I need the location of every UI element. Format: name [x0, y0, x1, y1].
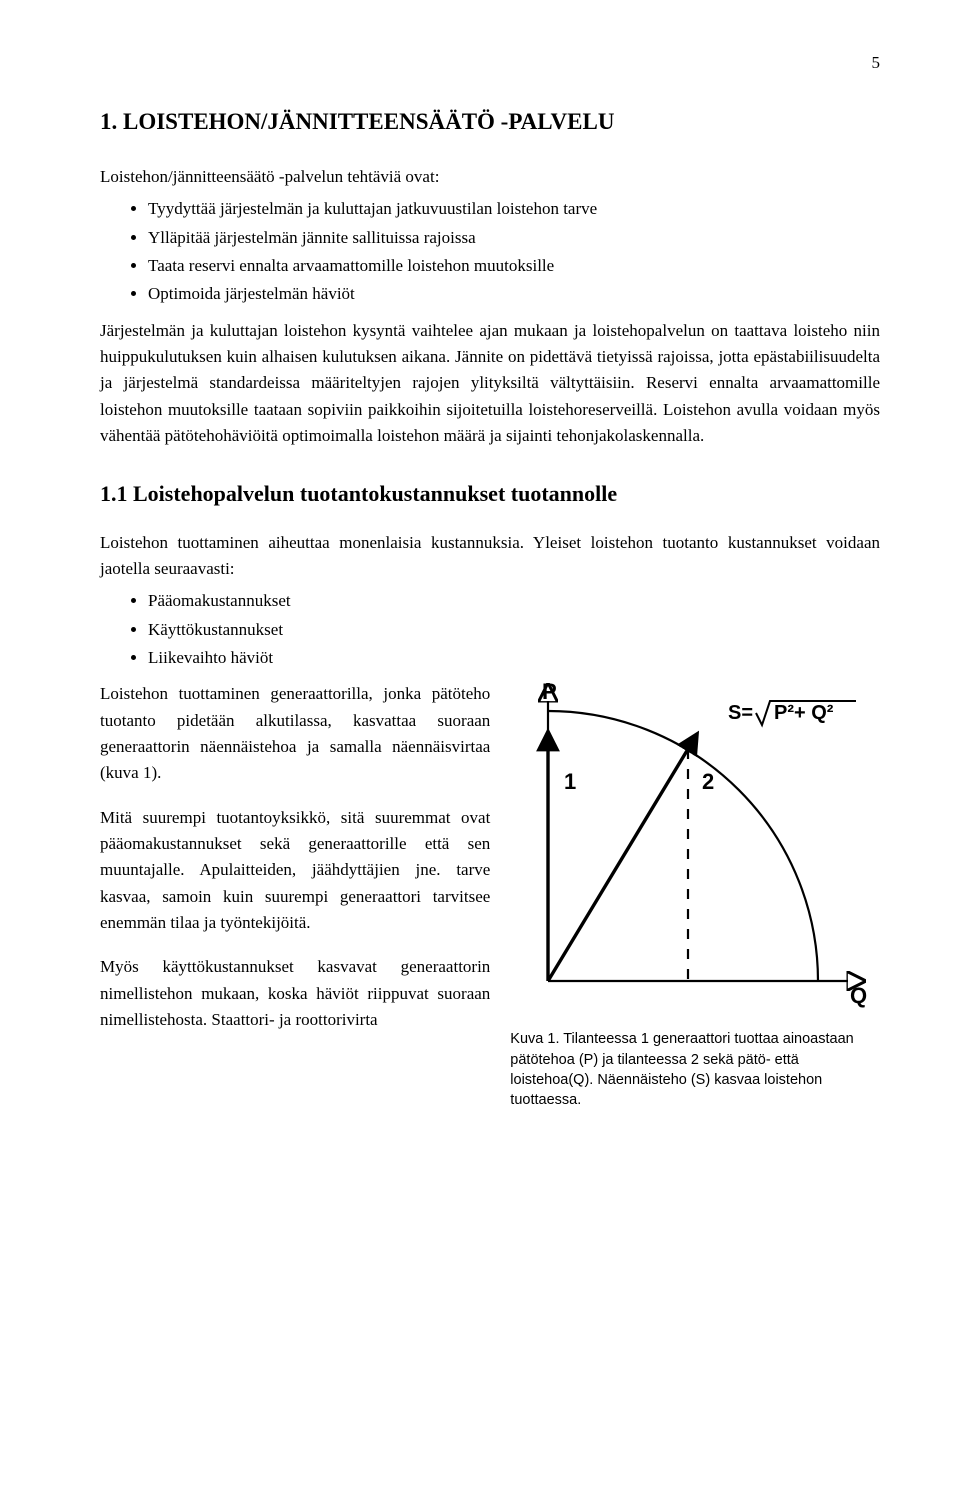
list-item: Optimoida järjestelmän häviöt — [148, 281, 880, 307]
list-item: Ylläpitää järjestelmän jännite sallituis… — [148, 225, 880, 251]
list-item: Pääomakustannukset — [148, 588, 880, 614]
column-paragraph: Mitä suurempi tuotantoyksikkö, sitä suur… — [100, 805, 490, 937]
svg-text:P: P — [542, 681, 557, 704]
intro-bullet-list: Tyydyttää järjestelmän ja kuluttajan jat… — [100, 196, 880, 307]
list-item: Liikevaihto häviöt — [148, 645, 880, 671]
body-paragraph-1: Järjestelmän ja kuluttajan loistehon kys… — [100, 318, 880, 450]
body-paragraph-2: Loistehon tuottaminen aiheuttaa monenlai… — [100, 530, 880, 583]
list-item: Käyttökustannukset — [148, 617, 880, 643]
intro-paragraph: Loistehon/jännitteensäätö -palvelun teht… — [100, 164, 880, 190]
list-item: Tyydyttää järjestelmän ja kuluttajan jat… — [148, 196, 880, 222]
svg-text:1: 1 — [564, 769, 576, 794]
figure-1: 1 2 P Q S= P²+ Q² — [508, 681, 880, 1021]
column-paragraph: Myös käyttökustannukset kasvavat generaa… — [100, 954, 490, 1033]
heading-2: 1.1 Loistehopalvelun tuotantokustannukse… — [100, 477, 880, 511]
heading-1: 1. LOISTEHON/JÄNNITTEENSÄÄTÖ -PALVELU — [100, 104, 880, 140]
cost-bullet-list: Pääomakustannukset Käyttökustannukset Li… — [100, 588, 880, 671]
svg-text:P²+ Q²: P²+ Q² — [774, 702, 834, 724]
figure-caption: Kuva 1. Tilanteessa 1 generaattori tuott… — [508, 1029, 880, 1110]
list-item: Taata reservi ennalta arvaamattomille lo… — [148, 253, 880, 279]
column-paragraph: Loistehon tuottaminen generaattorilla, j… — [100, 681, 490, 786]
svg-text:2: 2 — [702, 769, 714, 794]
svg-text:S=: S= — [728, 702, 753, 724]
svg-text:Q: Q — [850, 983, 867, 1008]
page-number: 5 — [100, 50, 880, 76]
